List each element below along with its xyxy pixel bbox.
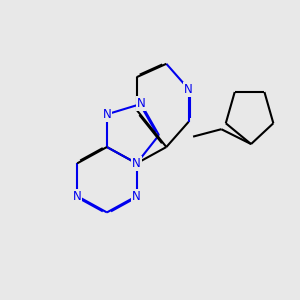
Text: N: N: [132, 157, 141, 170]
Text: N: N: [73, 190, 82, 202]
Text: N: N: [103, 108, 111, 121]
Text: N: N: [137, 98, 146, 110]
Text: N: N: [184, 82, 193, 96]
Text: N: N: [132, 190, 141, 202]
